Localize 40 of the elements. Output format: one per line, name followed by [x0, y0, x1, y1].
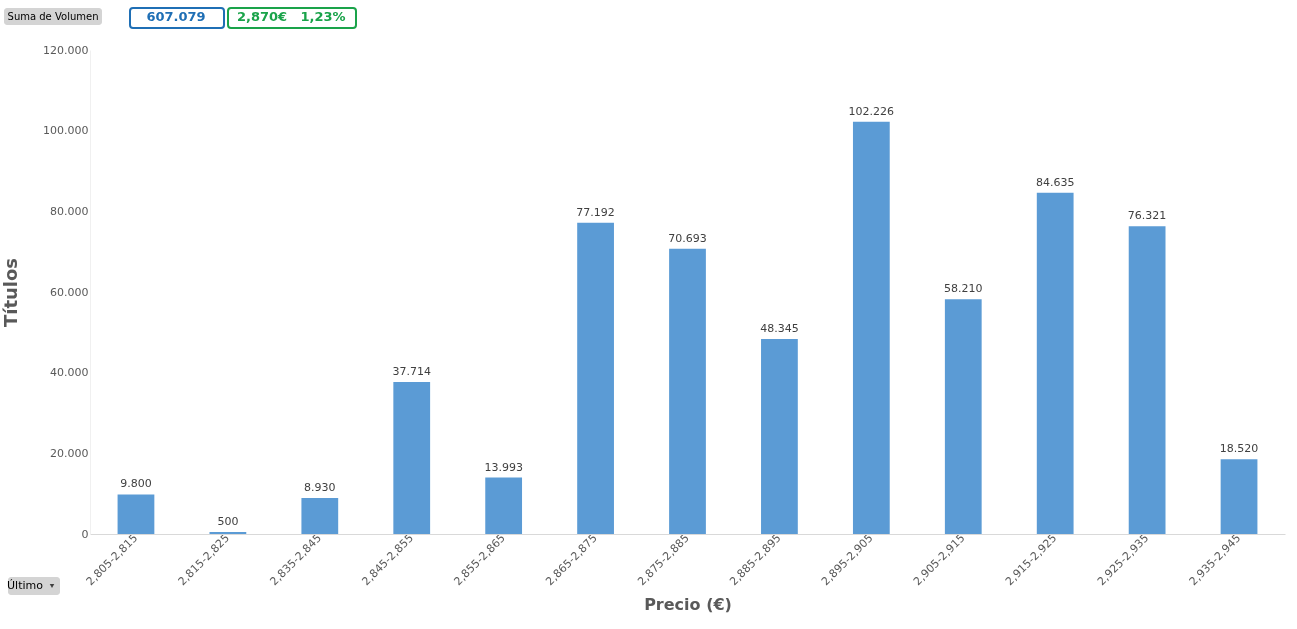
y-axis-title: Títulos	[0, 257, 22, 328]
bar	[1128, 226, 1166, 534]
bar	[761, 339, 798, 534]
data-label: 48.345	[760, 322, 799, 336]
bar	[209, 531, 247, 534]
bar	[669, 248, 706, 534]
data-label: 18.520	[1219, 442, 1259, 456]
data-label: 500	[217, 514, 239, 528]
y-tick-label: 0	[81, 527, 89, 541]
data-label: 77.192	[576, 205, 615, 219]
data-label: 9.800	[120, 477, 152, 491]
data-label: 8.930	[304, 480, 336, 494]
y-tick-label: 120.000	[43, 43, 89, 57]
y-tick-label: 100.000	[43, 124, 89, 138]
data-label: 58.210	[944, 282, 983, 296]
text: Último	[7, 579, 44, 592]
y-tick-label: 60.000	[50, 285, 89, 299]
data-label: 70.693	[668, 231, 707, 245]
y-tick-label: 40.000	[50, 366, 89, 380]
bar	[944, 299, 982, 534]
text: 2,870€	[236, 9, 288, 24]
data-label: 84.635	[1035, 175, 1075, 189]
bar	[852, 121, 890, 534]
data-label: 37.714	[392, 364, 431, 378]
x-axis-title: Precio (€)	[644, 595, 732, 615]
y-tick-label: 80.000	[50, 204, 89, 218]
data-label: 102.226	[848, 104, 895, 118]
bar	[1036, 192, 1074, 534]
text: 1,23%	[300, 9, 346, 24]
y-tick-label: 20.000	[50, 446, 89, 460]
bar	[117, 494, 155, 534]
bar	[1220, 459, 1258, 534]
bar	[485, 477, 523, 534]
data-label: 13.993	[484, 460, 523, 474]
bar	[577, 222, 614, 534]
text: 607.079	[146, 9, 206, 24]
text: Suma de Volumen	[7, 11, 99, 22]
bar	[301, 497, 339, 534]
bar	[393, 381, 431, 534]
data-label: 76.321	[1127, 209, 1167, 223]
